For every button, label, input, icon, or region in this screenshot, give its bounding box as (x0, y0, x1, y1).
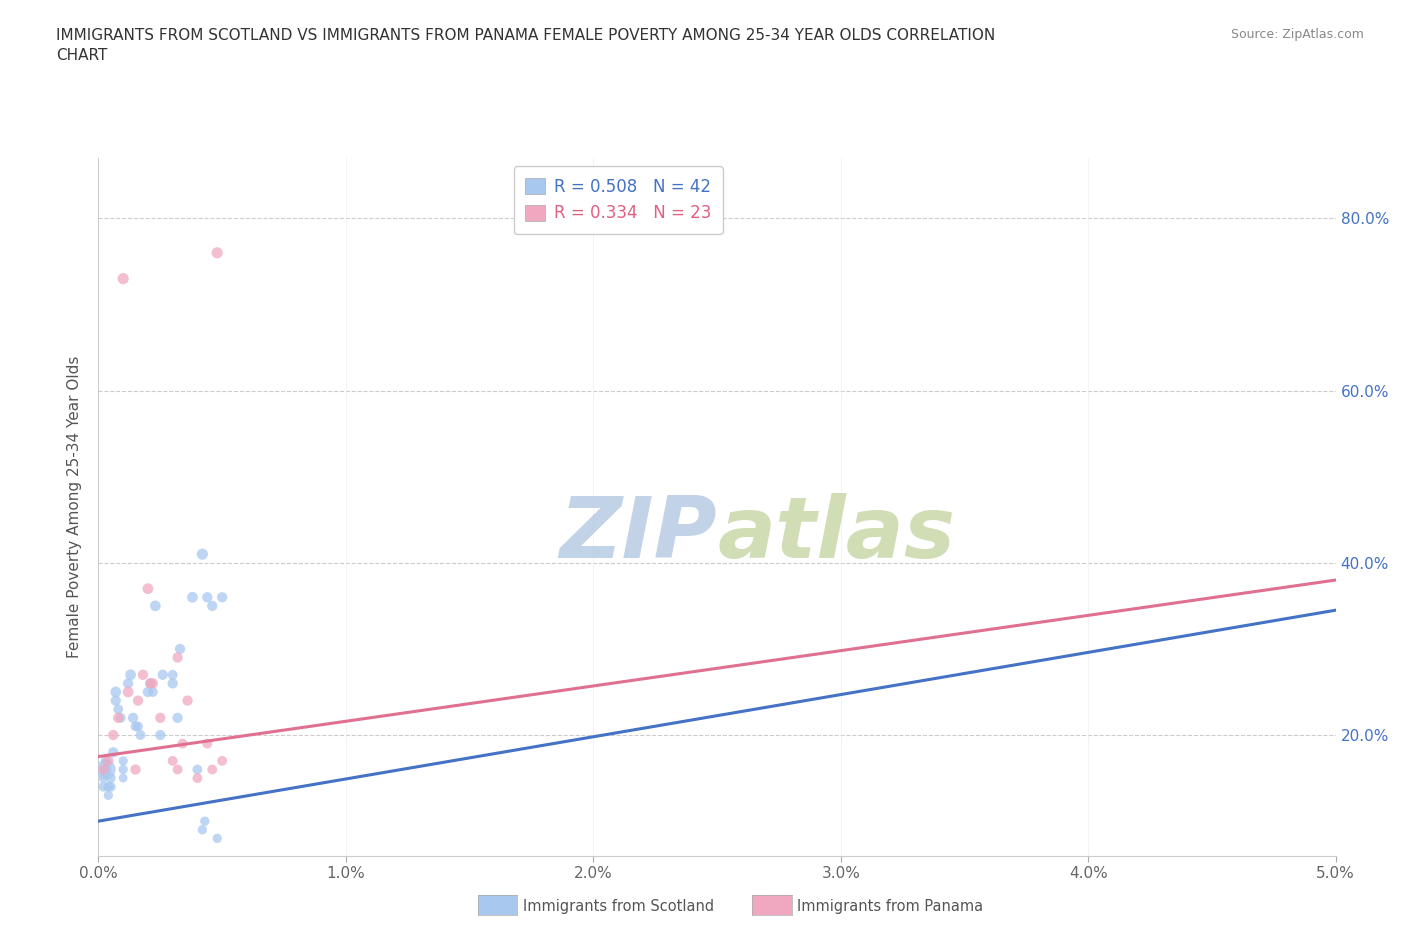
Point (166, 711, 188, 725)
Point (191, 822, 214, 837)
Point (93, 771, 115, 786)
Point (166, 762, 188, 777)
Point (120, 668, 142, 683)
Point (124, 762, 146, 777)
Point (191, 547, 214, 562)
Point (93, 762, 115, 777)
Point (205, 246, 228, 260)
Point (110, 711, 132, 725)
Point (186, 762, 208, 777)
Point (117, 676, 139, 691)
Point (124, 719, 146, 734)
Y-axis label: Female Poverty Among 25-34 Year Olds: Female Poverty Among 25-34 Year Olds (67, 355, 83, 658)
Point (94, 762, 117, 777)
Point (139, 676, 162, 691)
Point (143, 598, 166, 613)
Point (162, 753, 184, 768)
Point (127, 693, 149, 708)
Point (142, 676, 165, 691)
Point (136, 581, 159, 596)
Point (205, 830, 228, 845)
Point (186, 771, 208, 786)
Text: atlas: atlas (717, 493, 955, 577)
Point (172, 737, 194, 751)
Point (181, 590, 204, 604)
Text: ZIP: ZIP (560, 493, 717, 577)
Point (104, 684, 127, 699)
Point (112, 762, 135, 777)
Point (107, 711, 129, 725)
Point (103, 745, 125, 760)
Point (97, 779, 120, 794)
Point (142, 684, 165, 699)
Point (97, 753, 120, 768)
Point (162, 676, 184, 691)
Point (94, 762, 117, 777)
Point (93, 779, 115, 794)
Point (112, 272, 135, 286)
Point (100, 771, 122, 786)
Point (117, 684, 139, 699)
Point (176, 693, 198, 708)
Point (166, 650, 188, 665)
Point (201, 762, 224, 777)
Point (136, 684, 159, 699)
Point (201, 598, 224, 613)
Text: Source: ZipAtlas.com: Source: ZipAtlas.com (1230, 28, 1364, 41)
Point (107, 702, 129, 717)
Point (104, 693, 127, 708)
Point (100, 779, 122, 794)
Point (112, 771, 135, 786)
Point (169, 642, 191, 657)
Point (194, 814, 217, 829)
Point (94, 753, 117, 768)
Point (162, 668, 184, 683)
Point (127, 719, 149, 734)
Text: Immigrants from Panama: Immigrants from Panama (797, 899, 983, 914)
Point (112, 753, 135, 768)
Point (139, 676, 162, 691)
Point (211, 590, 233, 604)
Point (149, 711, 172, 725)
Point (132, 668, 155, 683)
Point (195, 590, 218, 604)
Point (149, 727, 172, 742)
Legend: R = 0.508   N = 42, R = 0.334   N = 23: R = 0.508 N = 42, R = 0.334 N = 23 (513, 166, 723, 234)
Point (152, 668, 174, 683)
Point (195, 737, 218, 751)
Point (211, 753, 233, 768)
Point (129, 727, 152, 742)
Point (122, 711, 145, 725)
Point (97, 788, 120, 803)
Text: Immigrants from Scotland: Immigrants from Scotland (523, 899, 714, 914)
Text: IMMIGRANTS FROM SCOTLAND VS IMMIGRANTS FROM PANAMA FEMALE POVERTY AMONG 25-34 YE: IMMIGRANTS FROM SCOTLAND VS IMMIGRANTS F… (56, 28, 995, 62)
Point (103, 727, 125, 742)
